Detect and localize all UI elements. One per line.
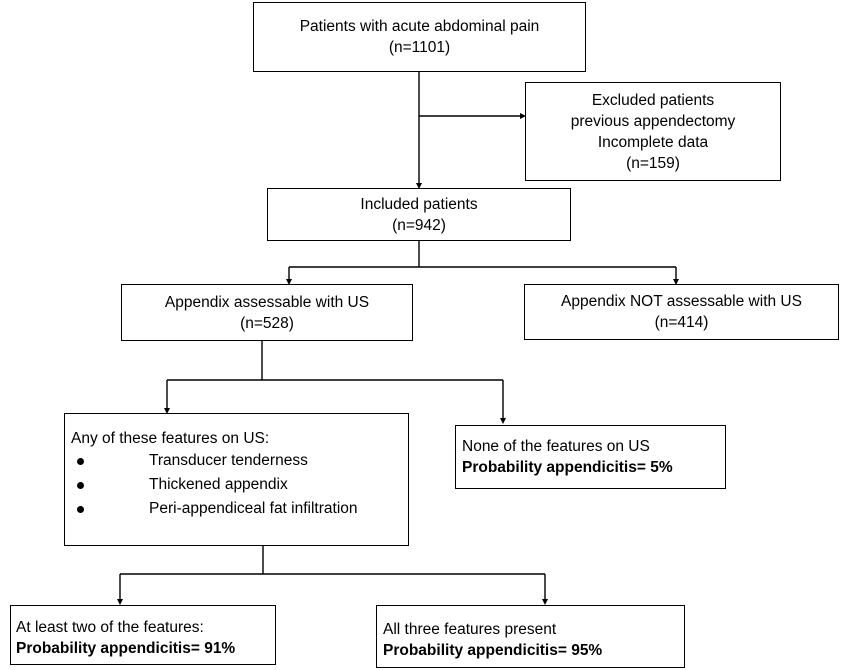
feature-item-label: Thickened appendix [149,476,288,493]
none-features-box: None of the features on US Probability a… [455,425,726,489]
assessable-box: Appendix assessable with US (n=528) [121,284,413,341]
excluded-patients-box: Excluded patients previous appendectomy … [525,82,781,181]
included-title: Included patients [360,195,478,213]
feature-item: Peri-appendiceal fat infiltration [71,497,408,521]
included-count: (n=942) [392,216,446,234]
assessable-count: (n=528) [240,314,294,332]
none-features-title: None of the features on US [462,438,650,455]
features-title: Any of these features on US: [71,430,270,447]
bullet-icon [77,481,84,489]
two-features-title: At least two of the features: [16,619,204,636]
excluded-count: (n=159) [626,154,680,172]
not-assessable-count: (n=414) [654,314,709,331]
three-features-title: All three features present [383,621,557,638]
feature-item: Thickened appendix [71,473,408,497]
assessable-title: Appendix assessable with US [164,293,370,311]
none-features-probability: Probability appendicitis= 5% [462,459,673,476]
total-patients-title: Patients with acute abdominal pain [299,18,540,35]
bullet-icon [77,505,84,513]
features-box: Any of these features on US: Transducer … [64,413,409,546]
not-assessable-box: Appendix NOT assessable with US (n=414) [524,284,839,340]
three-features-probability: Probability appendicitis= 95% [383,642,603,659]
two-features-box: At least two of the features: Probabilit… [10,605,276,665]
three-features-box: All three features present Probability a… [376,605,685,668]
total-patients-box: Patients with acute abdominal pain (n=11… [253,2,586,72]
not-assessable-title: Appendix NOT assessable with US [561,293,802,310]
excluded-reason-appendectomy: previous appendectomy [570,112,736,130]
included-patients-box: Included patients (n=942) [267,188,571,241]
feature-item: Transducer tenderness [71,449,408,473]
excluded-title: Excluded patients [591,91,715,109]
feature-item-label: Transducer tenderness [149,452,308,469]
feature-item-label: Peri-appendiceal fat infiltration [149,500,358,517]
bullet-icon [77,457,84,465]
two-features-probability: Probability appendicitis= 91% [16,640,236,657]
excluded-reason-incomplete: Incomplete data [597,133,709,151]
total-patients-count: (n=1101) [388,39,451,56]
